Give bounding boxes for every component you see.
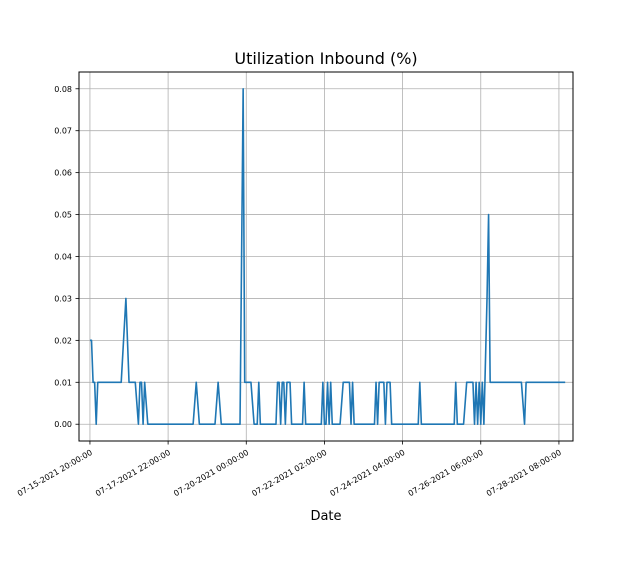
y-tick-label: 0.04 [54, 253, 72, 262]
y-tick-label: 0.03 [54, 294, 72, 303]
y-tick-label: 0.07 [54, 127, 72, 136]
x-axis: 07-15-2021 20:00:00 07-17-2021 22:00:00 07… [16, 441, 563, 498]
y-axis: 0.00 0.01 0.02 0.03 0.04 0.05 0.06 0.07 0.08 [54, 85, 79, 429]
y-tick-label: 0.00 [54, 420, 72, 429]
y-tick-label: 0.06 [54, 169, 72, 178]
x-tick-label: 07-15-2021 20:00:00 [16, 448, 94, 498]
x-tick-label: 07-24-2021 04:00:00 [329, 448, 407, 498]
x-tick-label: 07-17-2021 22:00:00 [94, 448, 172, 498]
y-tick-label: 0.08 [54, 85, 72, 94]
series-layer [89, 87, 566, 426]
y-tick-label: 0.01 [54, 378, 72, 387]
y-tick-label: 0.02 [54, 336, 72, 345]
grid [79, 72, 573, 441]
series-line [89, 87, 566, 426]
x-tick-label: 07-28-2021 08:00:00 [485, 448, 563, 498]
x-tick-label: 07-26-2021 06:00:00 [407, 448, 485, 498]
chart-title: Utilization Inbound (%) [234, 49, 417, 68]
x-tick-label: 07-20-2021 00:00:00 [172, 448, 250, 498]
x-tick-label: 07-22-2021 02:00:00 [250, 448, 328, 498]
x-axis-label: Date [310, 509, 341, 524]
y-tick-label: 0.05 [54, 211, 72, 220]
